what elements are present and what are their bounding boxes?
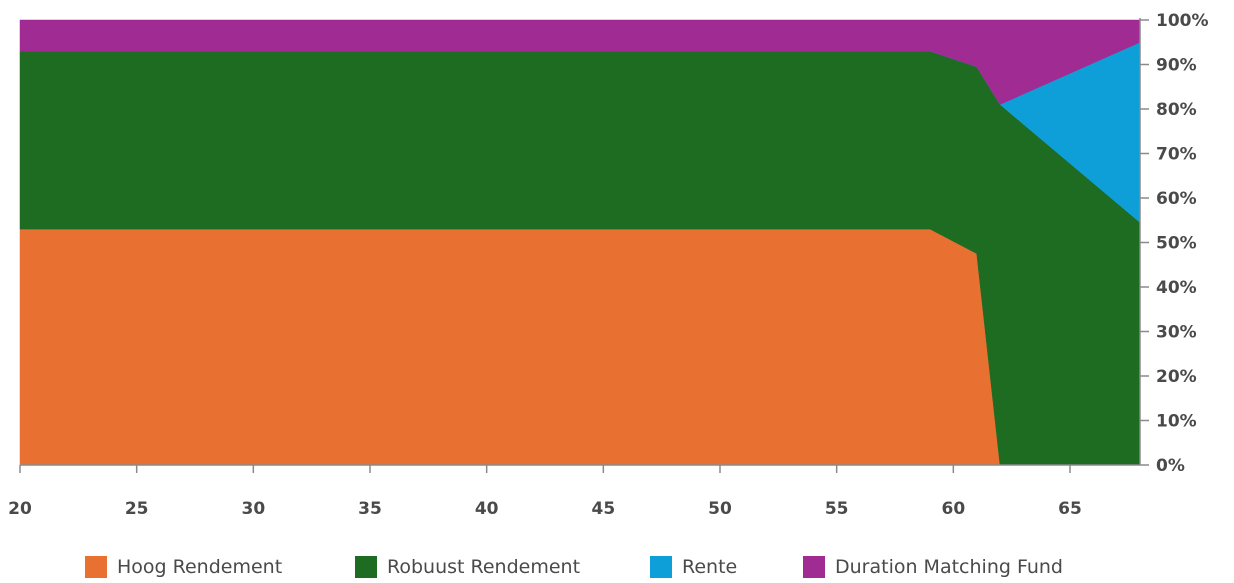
y-tick-label: 40% xyxy=(1156,278,1197,298)
y-tick-label: 10% xyxy=(1156,412,1197,432)
x-tick-label: 40 xyxy=(475,499,499,519)
y-tick-label: 60% xyxy=(1156,189,1197,209)
legend-swatch xyxy=(803,556,825,578)
y-tick-label: 50% xyxy=(1156,234,1197,254)
y-tick-label: 70% xyxy=(1156,145,1197,165)
x-tick-label: 65 xyxy=(1058,499,1082,519)
x-axis-ticks: 20 25 30 35 40 45 50 55 60 65 xyxy=(8,465,1082,519)
legend-swatch xyxy=(650,556,672,578)
x-tick-label: 25 xyxy=(125,499,149,519)
legend-label: Robuust Rendement xyxy=(387,556,581,578)
y-tick-label: 30% xyxy=(1156,323,1197,343)
x-tick-label: 45 xyxy=(591,499,615,519)
y-tick-label: 90% xyxy=(1156,56,1197,76)
x-tick-label: 55 xyxy=(825,499,849,519)
legend-item: Robuust Rendement xyxy=(355,552,580,582)
x-tick-label: 35 xyxy=(358,499,382,519)
legend-swatch xyxy=(85,556,107,578)
y-tick-label: 100% xyxy=(1156,11,1209,31)
x-tick-label: 60 xyxy=(941,499,965,519)
legend-swatch xyxy=(355,556,377,578)
legend-item: Duration Matching Fund xyxy=(803,552,1063,582)
legend-label: Rente xyxy=(682,556,738,578)
y-tick-label: 20% xyxy=(1156,367,1197,387)
legend-label: Hoog Rendement xyxy=(117,556,283,578)
chart-areas xyxy=(19,19,1141,466)
legend-item: Rente xyxy=(650,552,737,582)
y-axis-ticks: 0% 10% 20% 30% 40% 50% 60% 70% 80% 90% 100% xyxy=(1140,11,1209,476)
area-hoog-rendement xyxy=(19,228,1140,466)
x-tick-label: 30 xyxy=(241,499,265,519)
y-tick-label: 80% xyxy=(1156,100,1197,120)
legend: Hoog Rendement Robuust Rendement Rente Dura… xyxy=(0,552,1234,582)
x-tick-label: 20 xyxy=(8,499,32,519)
legend-label: Duration Matching Fund xyxy=(835,556,1063,578)
legend-item: Hoog Rendement xyxy=(85,552,282,582)
y-tick-label: 0% xyxy=(1156,456,1185,476)
x-tick-label: 50 xyxy=(708,499,732,519)
